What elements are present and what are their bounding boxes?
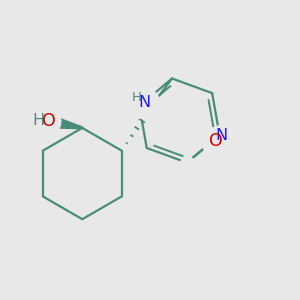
Text: H: H [33, 113, 45, 128]
Text: H: H [132, 91, 142, 104]
Text: N: N [215, 128, 227, 143]
Text: N: N [138, 95, 150, 110]
Text: O: O [209, 131, 223, 149]
Text: O: O [42, 112, 56, 130]
Polygon shape [52, 116, 82, 129]
